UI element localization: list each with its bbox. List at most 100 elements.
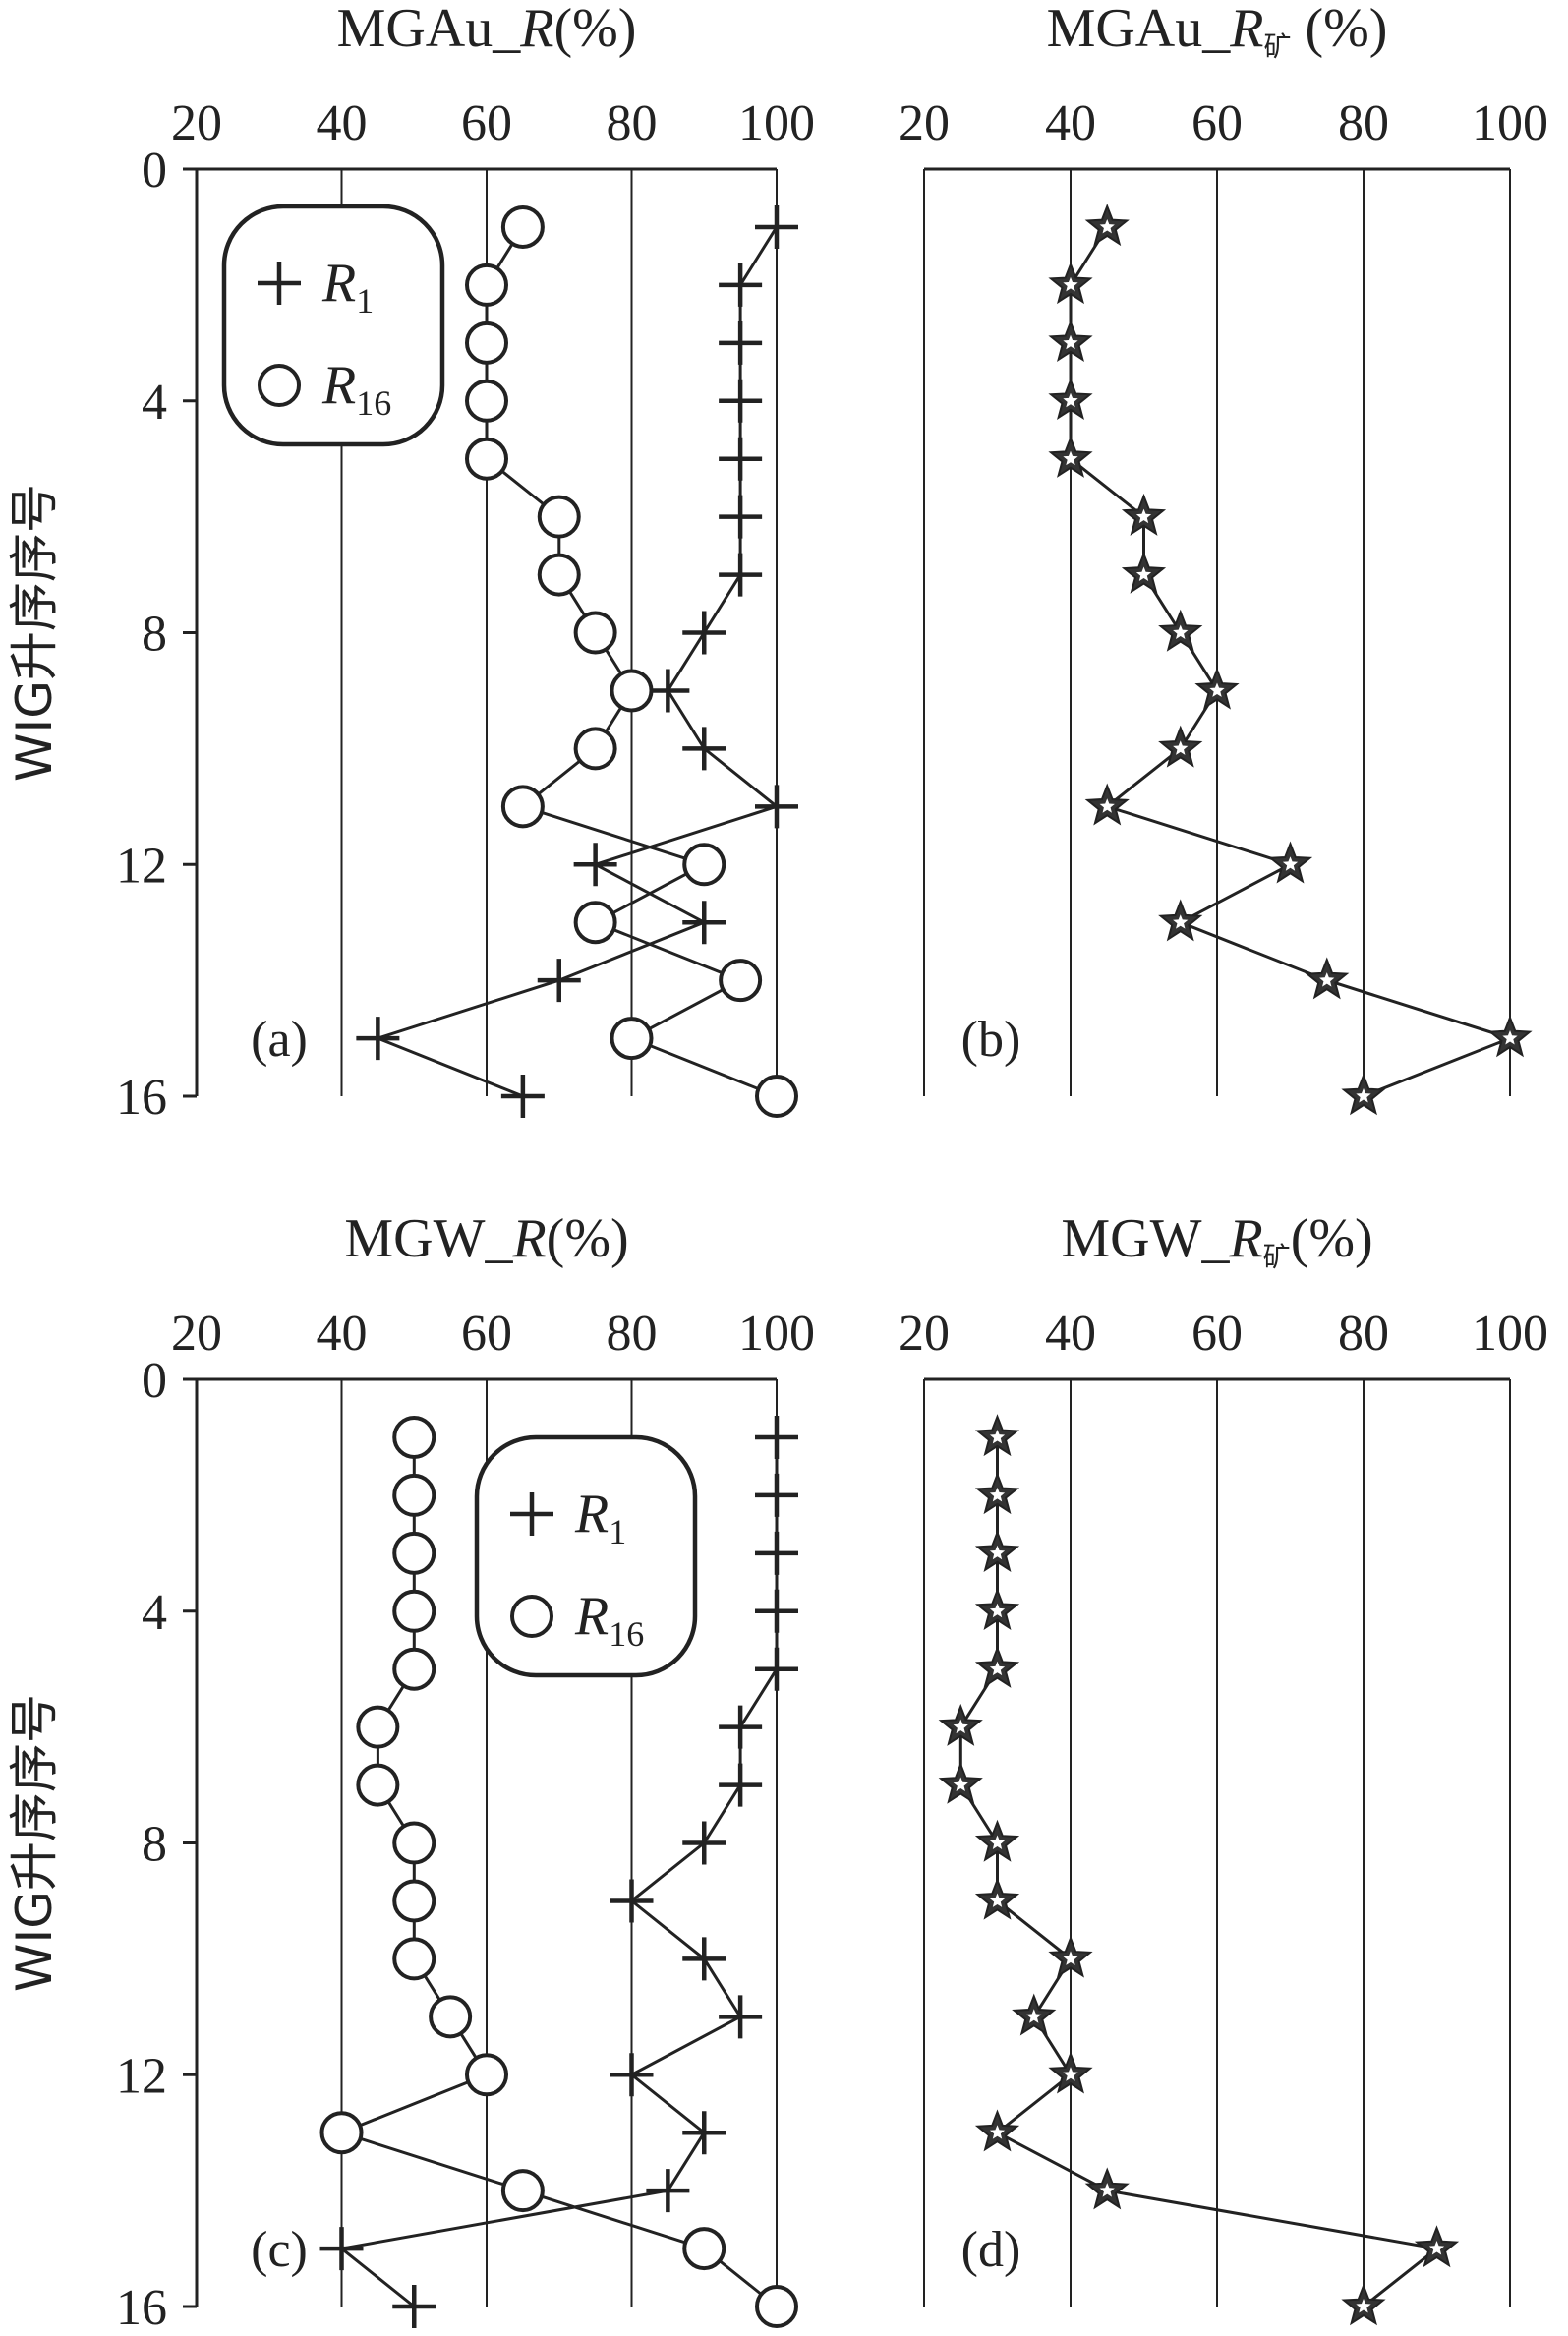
data-point bbox=[719, 553, 763, 597]
data-point bbox=[755, 2285, 798, 2328]
star-inner bbox=[1063, 276, 1078, 292]
series-R16 bbox=[465, 204, 798, 1118]
data-point bbox=[1158, 899, 1203, 942]
data-point bbox=[682, 1937, 726, 1981]
x-tick-label: 80 bbox=[607, 1306, 658, 1362]
data-point bbox=[610, 1879, 654, 1923]
data-point bbox=[356, 1017, 400, 1061]
x-tick-label: 40 bbox=[317, 1306, 368, 1362]
data-point bbox=[1048, 1935, 1093, 1978]
panel-label: (c) bbox=[251, 2222, 308, 2278]
data-point bbox=[646, 669, 690, 713]
x-tick-label: 60 bbox=[1191, 95, 1243, 151]
title-italic: R bbox=[1228, 1208, 1262, 1269]
data-point bbox=[755, 1473, 798, 1517]
panel-c: 20 40 60 80 1000481216MGW_R(%)WIG升序序号(c)R1R1… bbox=[6, 1208, 815, 2336]
y-tick-labels: 0 4 8 12 16 bbox=[116, 1353, 197, 2336]
x-tick-label: 80 bbox=[1338, 1306, 1389, 1362]
data-point bbox=[465, 321, 508, 365]
data-point bbox=[465, 379, 508, 423]
series-line bbox=[337, 1436, 779, 2308]
data-point bbox=[392, 1879, 436, 1923]
data-point bbox=[465, 2053, 508, 2097]
data-point bbox=[1012, 1993, 1057, 2036]
star-inner bbox=[1173, 914, 1189, 929]
data-point bbox=[974, 1877, 1020, 1920]
data-point bbox=[500, 2169, 545, 2213]
x-tick-labels: 20 40 60 80 100 bbox=[899, 1306, 1548, 1362]
data-point bbox=[1158, 609, 1203, 652]
x-tick-label: 100 bbox=[1472, 95, 1548, 151]
data-point bbox=[500, 1075, 545, 1118]
series-line bbox=[373, 226, 781, 1098]
series-R矿 bbox=[1048, 204, 1533, 1116]
data-point bbox=[974, 1819, 1020, 1862]
legend-label-main: R bbox=[574, 1586, 609, 1647]
x-tick-label: 100 bbox=[738, 95, 815, 151]
chart-title: MGAu_R矿 (%) bbox=[1047, 0, 1388, 63]
data-point bbox=[719, 379, 763, 423]
series-line bbox=[958, 1436, 1441, 2308]
x-tick-label: 100 bbox=[738, 1306, 815, 1362]
star-inner bbox=[1209, 682, 1225, 697]
data-point bbox=[1048, 320, 1093, 363]
data-point bbox=[465, 437, 508, 481]
star-inner bbox=[1282, 856, 1299, 871]
y-tick-label: 12 bbox=[116, 838, 167, 894]
x-tick-label: 100 bbox=[1472, 1306, 1548, 1362]
title-suffix: (%) bbox=[553, 0, 636, 59]
star-inner bbox=[1099, 798, 1115, 813]
star-inner bbox=[1063, 450, 1078, 466]
series-R1 bbox=[356, 204, 798, 1118]
data-point bbox=[755, 1531, 798, 1575]
data-point bbox=[719, 1763, 763, 1807]
y-tick-label: 4 bbox=[142, 1585, 167, 1641]
legend-label-sub: 1 bbox=[609, 1512, 626, 1551]
data-point bbox=[1305, 957, 1350, 1000]
data-point bbox=[1341, 2283, 1386, 2326]
title-sub: 矿 bbox=[1263, 30, 1291, 63]
y-tick-labels: 0 4 8 12 16 bbox=[116, 143, 197, 1126]
star-inner bbox=[1026, 2009, 1042, 2023]
star-inner bbox=[989, 1661, 1006, 1676]
star-inner bbox=[1099, 2183, 1115, 2197]
y-axis-label: WIG升序序号 bbox=[6, 1694, 63, 1992]
data-point bbox=[1194, 667, 1240, 710]
data-point bbox=[682, 611, 726, 655]
y-tick-label: 0 bbox=[142, 143, 167, 199]
data-point bbox=[755, 785, 798, 829]
data-point bbox=[974, 1587, 1020, 1630]
series-line bbox=[485, 226, 778, 1098]
data-point bbox=[392, 1531, 436, 1575]
star-inner bbox=[1502, 1030, 1518, 1045]
data-point bbox=[392, 1589, 436, 1633]
x-tick-labels: 20 40 60 80 100 bbox=[171, 95, 815, 151]
x-tick-label: 20 bbox=[171, 1306, 222, 1362]
panel-a: 20 40 60 80 1000481216MGAu_R(%)WIG升序序号(a)R1R… bbox=[6, 0, 815, 1126]
x-tick-labels: 20 40 60 80 100 bbox=[171, 1306, 815, 1362]
data-point bbox=[755, 1415, 798, 1459]
data-point bbox=[719, 959, 763, 1003]
x-tick-label: 60 bbox=[1191, 1306, 1243, 1362]
panel-label: (a) bbox=[251, 1012, 308, 1068]
legend-label-sub: 16 bbox=[609, 1614, 644, 1654]
data-point bbox=[974, 1472, 1020, 1515]
data-point bbox=[610, 669, 654, 713]
data-point bbox=[974, 1414, 1020, 1457]
gridlines bbox=[1070, 169, 1511, 1096]
data-point bbox=[537, 959, 581, 1003]
data-point bbox=[1084, 204, 1130, 247]
star-inner bbox=[989, 1893, 1006, 1907]
data-point bbox=[682, 2111, 726, 2155]
title-text: MGW_ bbox=[1061, 1208, 1230, 1269]
data-point bbox=[974, 2109, 1020, 2152]
data-point bbox=[1048, 2051, 1093, 2094]
x-tick-label: 20 bbox=[171, 95, 222, 151]
data-point bbox=[1487, 1015, 1533, 1058]
legend-label-main: R bbox=[574, 1484, 609, 1545]
star-inner bbox=[1173, 740, 1189, 755]
title-text: MGAu_ bbox=[337, 0, 522, 59]
chart-title: MGAu_R(%) bbox=[337, 0, 637, 59]
